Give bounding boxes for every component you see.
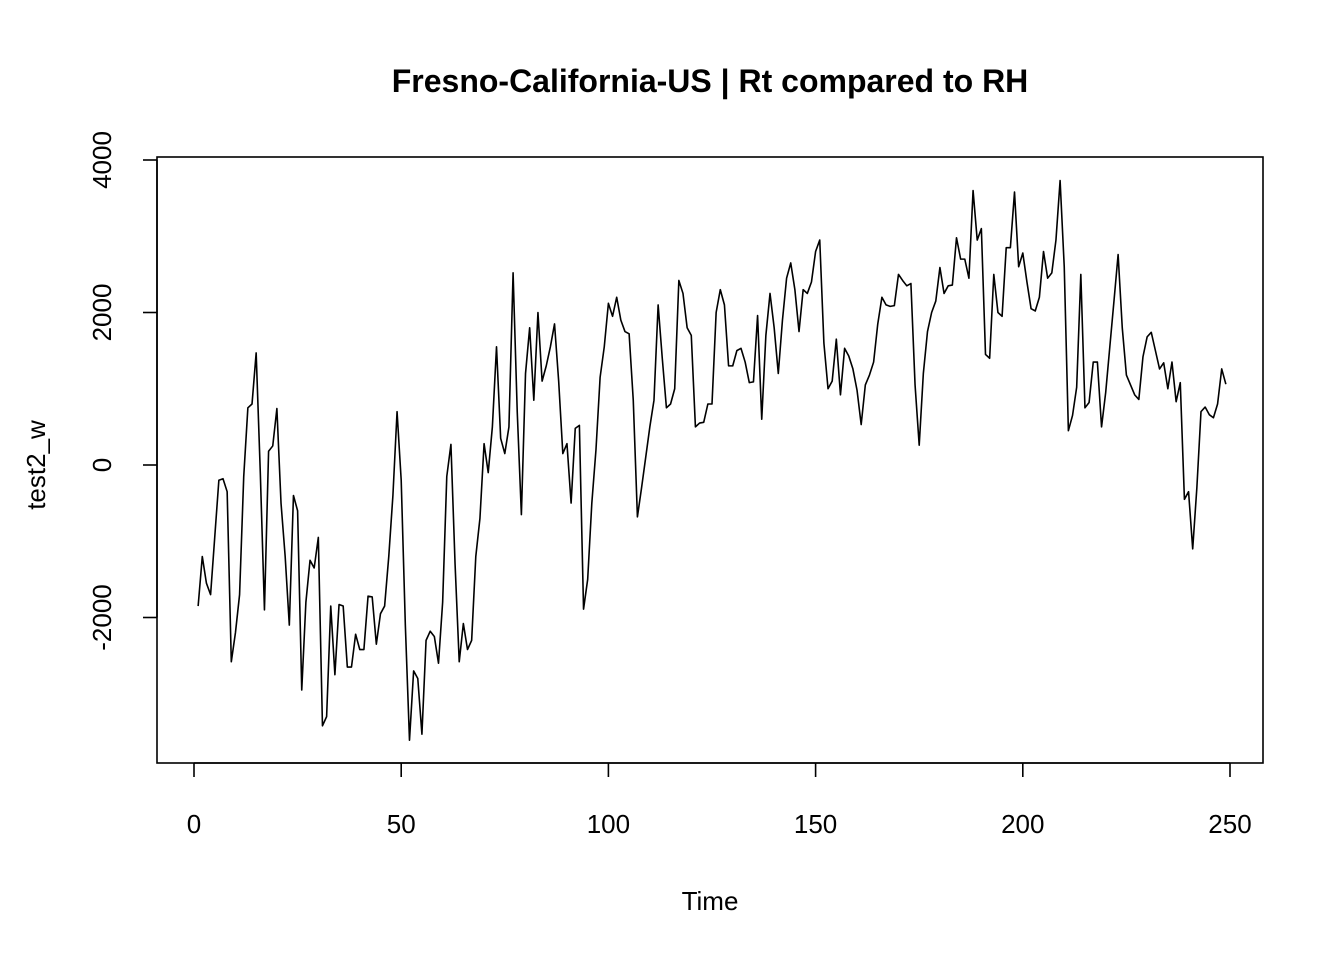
y-axis-label: test2_w: [21, 420, 51, 510]
x-tick-label: 100: [587, 809, 630, 839]
x-tick-label: 0: [187, 809, 201, 839]
x-tick-label: 200: [1001, 809, 1044, 839]
chart-title: Fresno-California-US | Rt compared to RH: [392, 63, 1029, 99]
x-axis: 0 50 100 150 200 250: [187, 762, 1252, 839]
x-axis-label: Time: [682, 886, 739, 916]
series-line: [197, 179, 1227, 742]
plot-box: [156, 156, 1264, 764]
x-tick-label: 150: [794, 809, 837, 839]
y-tick-label: -2000: [87, 584, 117, 651]
y-tick-label: 0: [87, 458, 117, 472]
y-tick-label: 2000: [87, 284, 117, 342]
y-axis: -2000 0 2000 4000: [87, 131, 158, 651]
x-tick-label: 50: [387, 809, 416, 839]
data-points: [198, 180, 1227, 741]
y-tick-label: 4000: [87, 131, 117, 189]
x-tick-label: 250: [1208, 809, 1251, 839]
